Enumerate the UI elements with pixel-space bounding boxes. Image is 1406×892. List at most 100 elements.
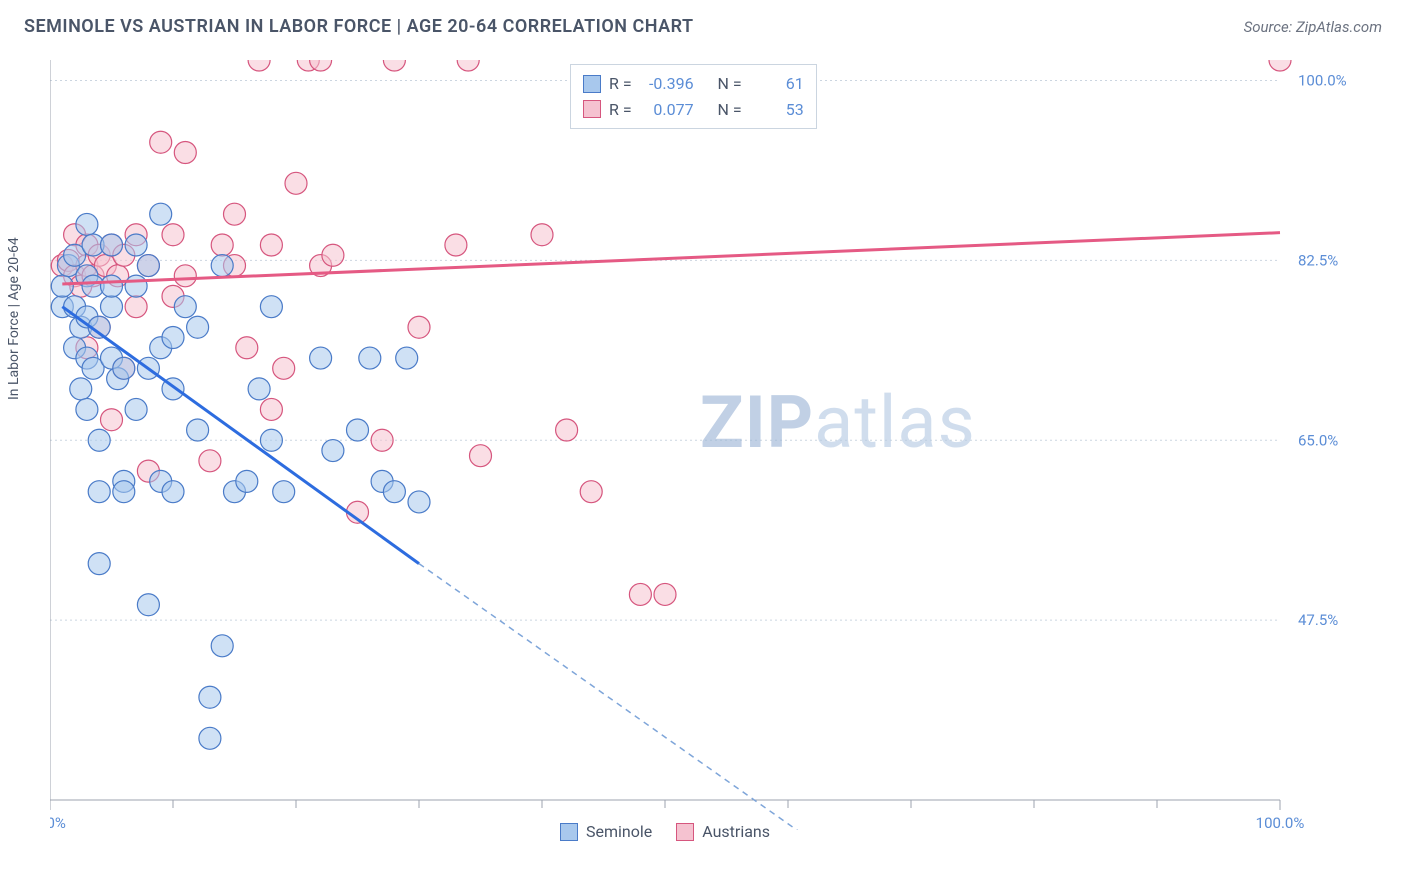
data-point bbox=[162, 224, 184, 246]
r-value-seminole: -0.396 bbox=[640, 71, 694, 97]
data-point bbox=[174, 265, 196, 287]
data-point bbox=[88, 429, 110, 451]
data-point bbox=[137, 255, 159, 277]
data-point bbox=[285, 172, 307, 194]
data-point bbox=[580, 481, 602, 503]
data-point bbox=[51, 275, 73, 297]
data-point bbox=[273, 481, 295, 503]
svg-text:82.5%: 82.5% bbox=[1298, 251, 1338, 269]
swatch-seminole-icon bbox=[560, 823, 578, 841]
data-point bbox=[347, 419, 369, 441]
data-point bbox=[408, 491, 430, 513]
y-axis-label: In Labor Force | Age 20-64 bbox=[6, 237, 22, 400]
svg-text:0.0%: 0.0% bbox=[50, 814, 66, 830]
legend-item-austrians: Austrians bbox=[676, 822, 770, 841]
data-point bbox=[236, 337, 258, 359]
data-point bbox=[260, 398, 282, 420]
data-point bbox=[1269, 60, 1291, 71]
legend-item-seminole: Seminole bbox=[560, 822, 652, 841]
data-point bbox=[211, 255, 233, 277]
data-point bbox=[113, 481, 135, 503]
data-point bbox=[556, 419, 578, 441]
data-point bbox=[125, 296, 147, 318]
r-label: R = bbox=[609, 97, 632, 123]
data-point bbox=[236, 470, 258, 492]
data-point bbox=[88, 481, 110, 503]
data-point bbox=[248, 378, 270, 400]
series-legend: Seminole Austrians bbox=[560, 822, 770, 841]
swatch-seminole-icon bbox=[583, 75, 601, 93]
data-point bbox=[260, 296, 282, 318]
data-point bbox=[137, 594, 159, 616]
data-point bbox=[88, 553, 110, 575]
data-point bbox=[310, 347, 332, 369]
n-value-seminole: 61 bbox=[750, 71, 804, 97]
data-point bbox=[162, 481, 184, 503]
correlation-legend: R = -0.396 N = 61 R = 0.077 N = 53 bbox=[570, 64, 817, 129]
data-point bbox=[199, 686, 221, 708]
plot-svg: 47.5% 65.0% 82.5% 100.0% 0.0% 100.0% bbox=[50, 60, 1380, 830]
data-point bbox=[211, 234, 233, 256]
legend-label-austrians: Austrians bbox=[702, 822, 770, 841]
data-point bbox=[150, 131, 172, 153]
chart-header: SEMINOLE VS AUSTRIAN IN LABOR FORCE | AG… bbox=[24, 16, 1382, 37]
data-point bbox=[383, 60, 405, 71]
data-point bbox=[76, 398, 98, 420]
data-point bbox=[113, 357, 135, 379]
data-point bbox=[470, 445, 492, 467]
r-value-austrians: 0.077 bbox=[640, 97, 694, 123]
data-point bbox=[125, 398, 147, 420]
data-point bbox=[76, 213, 98, 235]
r-label: R = bbox=[609, 71, 632, 97]
data-point bbox=[224, 203, 246, 225]
svg-text:100.0%: 100.0% bbox=[1256, 814, 1305, 830]
data-point bbox=[629, 583, 651, 605]
legend-label-seminole: Seminole bbox=[586, 822, 652, 841]
data-point bbox=[125, 275, 147, 297]
svg-text:100.0%: 100.0% bbox=[1298, 72, 1347, 90]
svg-text:65.0%: 65.0% bbox=[1298, 431, 1338, 449]
data-point bbox=[211, 635, 233, 657]
data-point bbox=[125, 234, 147, 256]
correlation-row-austrians: R = 0.077 N = 53 bbox=[583, 97, 804, 123]
data-point bbox=[248, 60, 270, 71]
data-point bbox=[70, 378, 92, 400]
correlation-row-seminole: R = -0.396 N = 61 bbox=[583, 71, 804, 97]
data-point bbox=[162, 327, 184, 349]
data-point bbox=[174, 296, 196, 318]
trend-line-seminole-extrapolated bbox=[419, 564, 813, 830]
data-point bbox=[383, 481, 405, 503]
scatter-chart: 47.5%65.0%82.5%100.0%0.0%100.0% bbox=[50, 60, 1380, 800]
svg-text:47.5%: 47.5% bbox=[1298, 611, 1338, 629]
data-point bbox=[101, 275, 123, 297]
data-point bbox=[445, 234, 467, 256]
data-point bbox=[101, 296, 123, 318]
data-point bbox=[654, 583, 676, 605]
data-point bbox=[408, 316, 430, 338]
chart-title: SEMINOLE VS AUSTRIAN IN LABOR FORCE | AG… bbox=[24, 16, 694, 37]
data-point bbox=[174, 142, 196, 164]
data-point bbox=[396, 347, 418, 369]
swatch-austrians-icon bbox=[583, 100, 601, 118]
data-point bbox=[260, 429, 282, 451]
data-point bbox=[359, 347, 381, 369]
n-label: N = bbox=[718, 71, 742, 97]
data-point bbox=[187, 316, 209, 338]
data-point bbox=[101, 234, 123, 256]
n-label: N = bbox=[718, 97, 742, 123]
data-point bbox=[199, 450, 221, 472]
swatch-austrians-icon bbox=[676, 823, 694, 841]
source-attribution: Source: ZipAtlas.com bbox=[1244, 18, 1382, 36]
data-point bbox=[199, 727, 221, 749]
data-point bbox=[322, 244, 344, 266]
data-point bbox=[273, 357, 295, 379]
data-point bbox=[101, 409, 123, 431]
n-value-austrians: 53 bbox=[750, 97, 804, 123]
data-point bbox=[531, 224, 553, 246]
data-point bbox=[457, 60, 479, 71]
data-point bbox=[150, 203, 172, 225]
trend-line-austrians bbox=[62, 233, 1280, 284]
data-point bbox=[322, 440, 344, 462]
data-point bbox=[371, 429, 393, 451]
data-point bbox=[260, 234, 282, 256]
